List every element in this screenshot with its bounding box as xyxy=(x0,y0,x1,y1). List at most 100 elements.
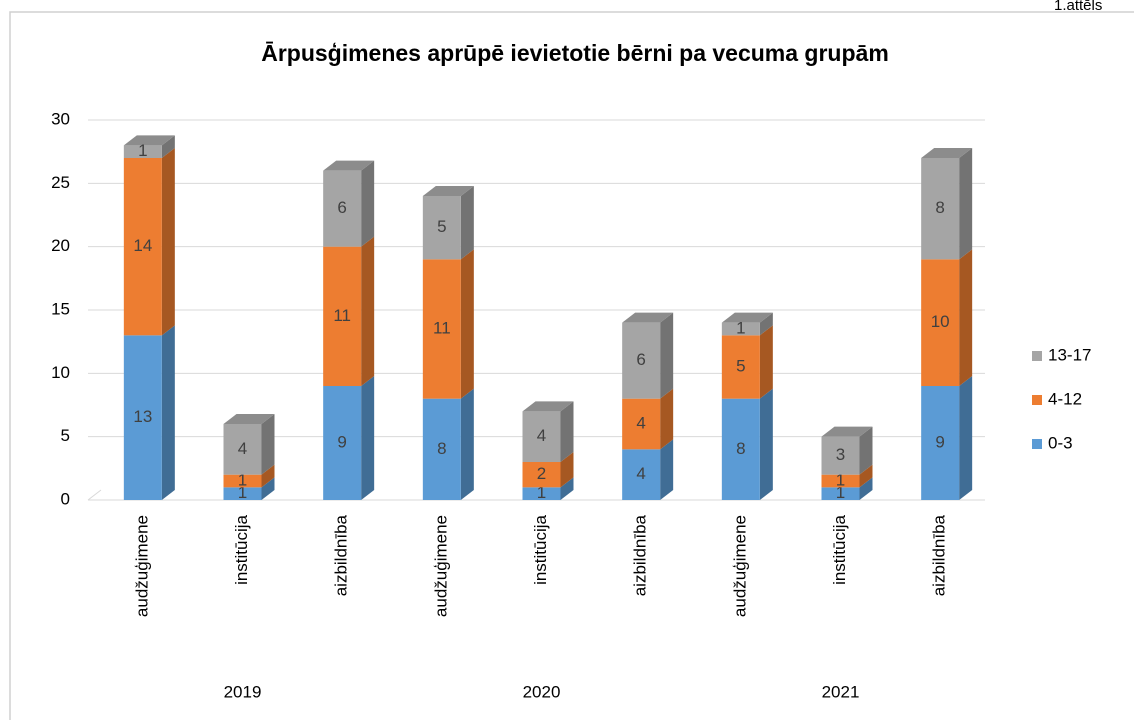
group-label: 2020 xyxy=(523,682,561,701)
bar-top xyxy=(123,135,175,146)
data-label: 13 xyxy=(133,407,152,426)
bar-side xyxy=(759,325,773,399)
bar xyxy=(223,487,262,500)
bar-top xyxy=(323,160,375,171)
bar-top xyxy=(821,426,873,437)
x-tick-label: institūcija xyxy=(232,514,251,584)
bar xyxy=(622,398,661,450)
data-label: 1 xyxy=(138,141,147,160)
bar-top xyxy=(622,312,674,323)
x-tick-label: audžuģimene xyxy=(132,515,151,617)
data-label: 4 xyxy=(636,413,645,432)
bar xyxy=(821,487,860,500)
bar-side xyxy=(759,312,773,336)
bar-side xyxy=(460,186,474,260)
y-tick-label: 10 xyxy=(51,363,70,382)
bar-side xyxy=(460,388,474,500)
bar-side xyxy=(161,325,175,500)
data-label: 6 xyxy=(337,198,346,217)
data-label: 11 xyxy=(433,318,451,337)
bar xyxy=(223,424,262,475)
bar-side xyxy=(361,236,375,386)
bar-side xyxy=(859,464,873,488)
bar xyxy=(921,158,960,260)
bar-side xyxy=(361,376,375,500)
bar-side xyxy=(161,148,175,336)
bar xyxy=(522,462,561,488)
y-tick-label: 25 xyxy=(51,173,70,192)
x-tick-label: aizbildnība xyxy=(631,514,650,596)
chart-title: Ārpusģimenes aprūpē ievietotie bērni pa … xyxy=(261,40,889,66)
y-tick-label: 15 xyxy=(51,299,70,318)
x-tick-label: institūcija xyxy=(531,514,550,584)
y-tick-label: 30 xyxy=(51,109,70,128)
data-label: 4 xyxy=(238,439,247,458)
data-label: 1 xyxy=(537,483,546,502)
data-label: 11 xyxy=(333,306,351,325)
legend-label: 13-17 xyxy=(1048,345,1091,364)
data-label: 1 xyxy=(238,470,247,489)
data-label: 8 xyxy=(935,198,944,217)
bar-side xyxy=(859,426,873,475)
bar xyxy=(522,487,561,500)
bar-side xyxy=(560,401,574,462)
data-label: 1 xyxy=(736,318,745,337)
data-label: 14 xyxy=(133,236,152,255)
data-label: 8 xyxy=(736,439,745,458)
bar xyxy=(921,386,960,500)
group-label: 2019 xyxy=(224,682,262,701)
bar xyxy=(123,335,162,500)
bar-side xyxy=(959,376,973,500)
bar-side xyxy=(361,160,375,247)
bar-top xyxy=(721,312,773,323)
data-label: 6 xyxy=(636,350,645,369)
data-label: 1 xyxy=(836,483,845,502)
bar-side xyxy=(660,439,674,500)
data-label: 9 xyxy=(935,432,944,451)
bar-side xyxy=(261,414,275,475)
bar-side xyxy=(560,452,574,488)
data-label: 1 xyxy=(238,483,247,502)
bar-side xyxy=(560,477,574,500)
bar-side xyxy=(959,249,973,386)
bar xyxy=(522,411,561,462)
bar xyxy=(921,259,960,386)
figure-label: 1.attēls xyxy=(1054,0,1102,14)
data-label: 4 xyxy=(636,464,645,483)
bar-top xyxy=(422,186,474,196)
bar xyxy=(123,145,162,158)
x-tick-label: audžuģimene xyxy=(730,515,749,617)
bar xyxy=(721,335,760,399)
bar xyxy=(821,474,860,488)
legend-swatch xyxy=(1032,395,1042,405)
legend-swatch xyxy=(1032,439,1042,449)
legend-label: 0-3 xyxy=(1048,433,1073,452)
bar-side xyxy=(460,249,474,399)
data-label: 9 xyxy=(337,432,346,451)
data-label: 4 xyxy=(537,426,546,445)
bar xyxy=(422,398,461,500)
bar-top xyxy=(522,401,574,412)
bar xyxy=(422,259,461,399)
data-label: 3 xyxy=(836,445,845,464)
bar xyxy=(323,386,362,500)
x-tick-label: institūcija xyxy=(830,514,849,584)
grid-line-depth xyxy=(87,489,102,501)
x-tick-label: aizbildnība xyxy=(930,514,949,596)
bar-side xyxy=(261,464,275,488)
bar-side xyxy=(959,148,973,260)
bar xyxy=(223,474,262,488)
data-label: 5 xyxy=(437,217,446,236)
bar-top xyxy=(223,414,275,424)
legend-swatch xyxy=(1032,351,1042,361)
bar-side xyxy=(859,477,873,500)
bar xyxy=(622,322,661,399)
bar-side xyxy=(660,312,674,399)
data-label: 5 xyxy=(736,356,745,375)
bar xyxy=(123,158,162,336)
bar xyxy=(422,196,461,260)
y-tick-label: 20 xyxy=(51,236,70,255)
x-tick-label: aizbildnība xyxy=(332,514,351,596)
y-tick-label: 0 xyxy=(61,489,70,508)
